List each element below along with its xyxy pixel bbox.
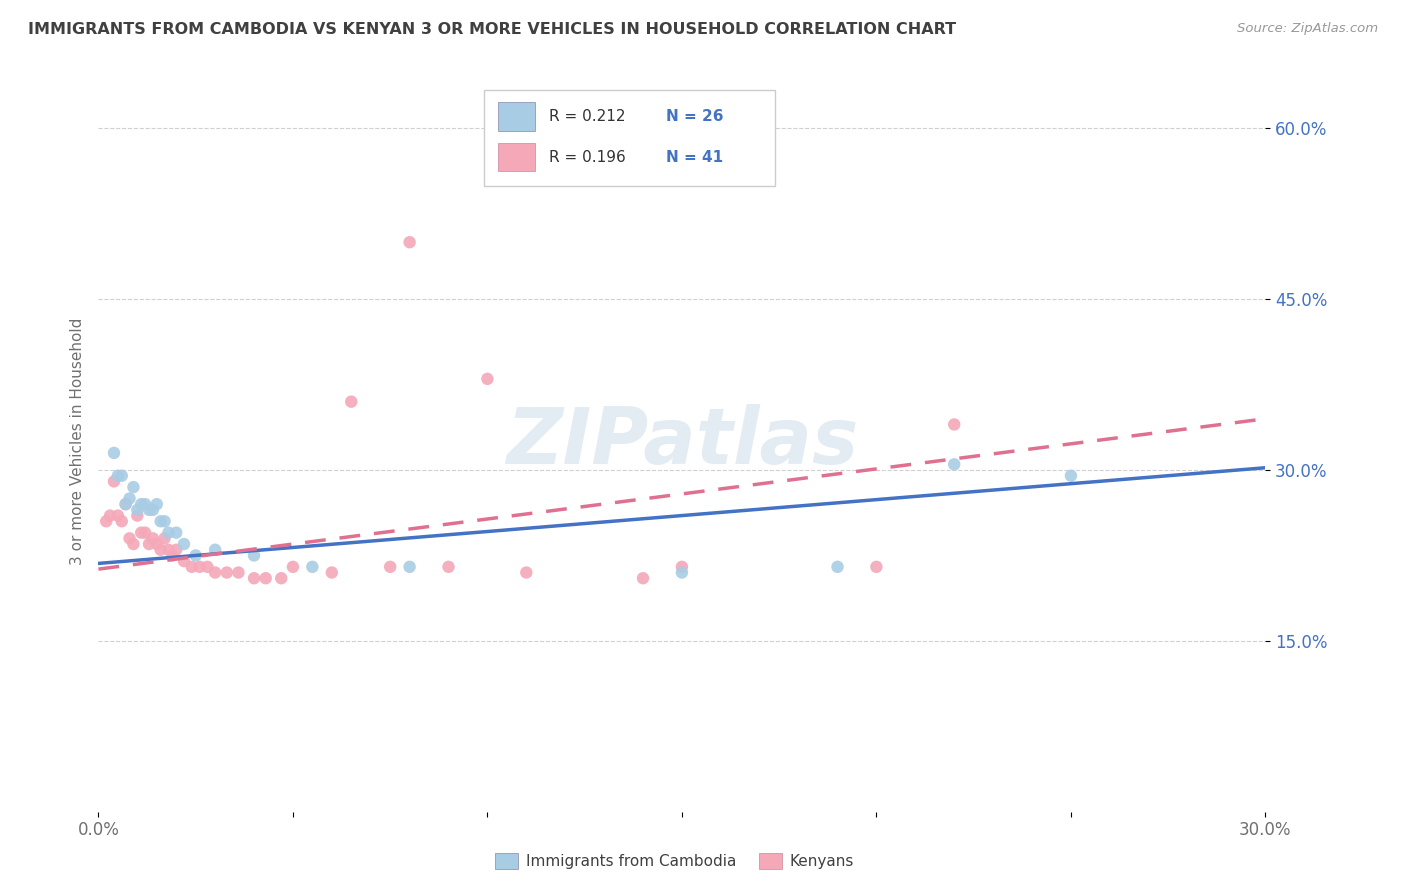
- Point: [254, 571, 277, 585]
- Point: [157, 525, 180, 540]
- Point: [243, 571, 266, 585]
- Legend: Immigrants from Cambodia, Kenyans: Immigrants from Cambodia, Kenyans: [489, 847, 860, 875]
- Point: [437, 559, 460, 574]
- Point: [827, 559, 849, 574]
- Point: [149, 514, 172, 528]
- Point: [243, 549, 266, 563]
- Point: [477, 372, 499, 386]
- Point: [157, 542, 180, 557]
- Point: [515, 566, 537, 580]
- Point: [204, 542, 226, 557]
- FancyBboxPatch shape: [484, 90, 775, 186]
- Text: R = 0.212: R = 0.212: [548, 109, 626, 124]
- Point: [142, 503, 165, 517]
- Point: [204, 566, 226, 580]
- Point: [122, 537, 145, 551]
- Point: [129, 525, 152, 540]
- Point: [671, 559, 693, 574]
- Text: N = 26: N = 26: [665, 109, 723, 124]
- Point: [184, 549, 207, 563]
- Point: [134, 525, 156, 540]
- Y-axis label: 3 or more Vehicles in Household: 3 or more Vehicles in Household: [69, 318, 84, 566]
- Text: N = 41: N = 41: [665, 150, 723, 165]
- Point: [195, 559, 218, 574]
- Point: [134, 497, 156, 511]
- Point: [165, 542, 187, 557]
- Point: [215, 566, 238, 580]
- Point: [321, 566, 343, 580]
- Point: [142, 532, 165, 546]
- Text: Source: ZipAtlas.com: Source: ZipAtlas.com: [1237, 22, 1378, 36]
- Point: [153, 514, 176, 528]
- Point: [228, 566, 250, 580]
- Point: [103, 446, 125, 460]
- Point: [281, 559, 304, 574]
- Point: [127, 508, 149, 523]
- Text: IMMIGRANTS FROM CAMBODIA VS KENYAN 3 OR MORE VEHICLES IN HOUSEHOLD CORRELATION C: IMMIGRANTS FROM CAMBODIA VS KENYAN 3 OR …: [28, 22, 956, 37]
- Point: [118, 532, 141, 546]
- Point: [398, 235, 420, 250]
- Point: [107, 468, 129, 483]
- Point: [162, 549, 184, 563]
- Point: [129, 497, 152, 511]
- FancyBboxPatch shape: [498, 144, 534, 171]
- Point: [180, 559, 202, 574]
- Point: [111, 514, 134, 528]
- Point: [943, 417, 966, 432]
- Point: [118, 491, 141, 506]
- Point: [149, 542, 172, 557]
- Point: [127, 503, 149, 517]
- Point: [146, 537, 169, 551]
- Point: [138, 537, 160, 551]
- Point: [96, 514, 118, 528]
- Point: [301, 559, 323, 574]
- Point: [98, 508, 121, 523]
- Text: ZIPatlas: ZIPatlas: [506, 403, 858, 480]
- Point: [270, 571, 292, 585]
- Point: [398, 559, 420, 574]
- Point: [146, 497, 169, 511]
- Point: [153, 532, 176, 546]
- Point: [671, 566, 693, 580]
- Point: [103, 475, 125, 489]
- Point: [631, 571, 654, 585]
- Point: [380, 559, 402, 574]
- Point: [114, 497, 136, 511]
- Point: [188, 559, 211, 574]
- Text: R = 0.196: R = 0.196: [548, 150, 626, 165]
- Point: [1060, 468, 1083, 483]
- Point: [107, 508, 129, 523]
- Point: [122, 480, 145, 494]
- Point: [173, 537, 195, 551]
- Point: [165, 525, 187, 540]
- Point: [138, 503, 160, 517]
- Point: [111, 468, 134, 483]
- FancyBboxPatch shape: [498, 103, 534, 130]
- Point: [340, 394, 363, 409]
- Point: [865, 559, 887, 574]
- Point: [173, 554, 195, 568]
- Point: [943, 458, 966, 472]
- Point: [114, 497, 136, 511]
